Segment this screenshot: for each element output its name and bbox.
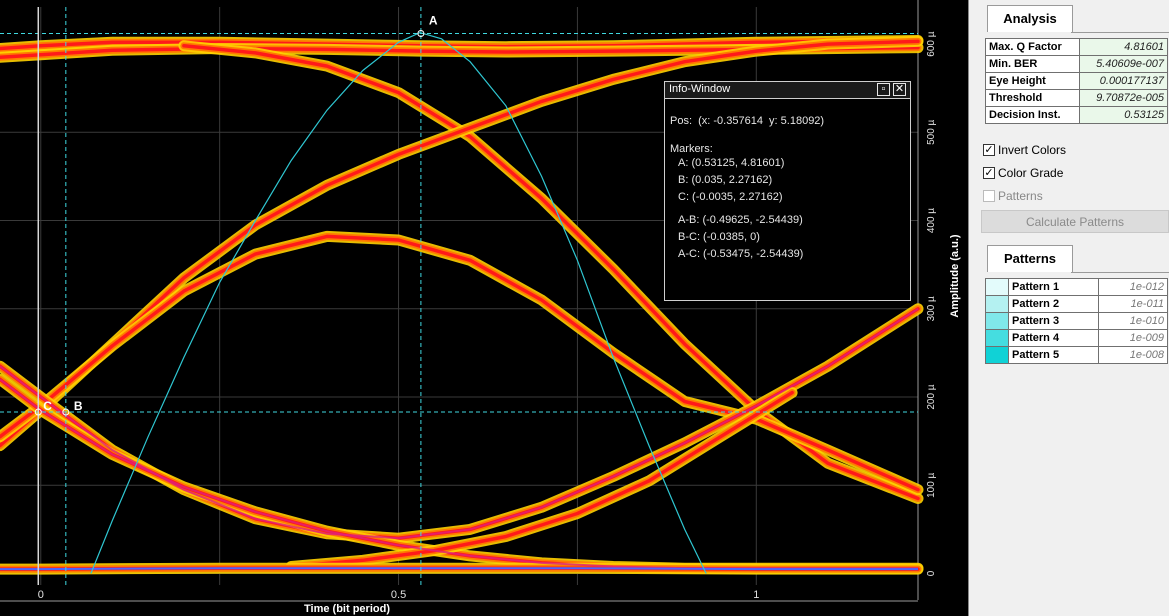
y-tick-label: 0 (926, 570, 937, 576)
info-marker-a: A: (0.53125, 4.81601) (678, 157, 785, 169)
close-icon[interactable]: ✕ (893, 83, 906, 96)
table-row: Pattern 5 1e-008 (985, 346, 1168, 364)
info-marker-b: B: (0.035, 2.27162) (678, 174, 773, 186)
info-window-titlebar[interactable]: Info-Window ▫ ✕ (665, 82, 910, 99)
table-row: Pattern 1 1e-012 (985, 278, 1168, 296)
marker-label-a: A (429, 13, 438, 27)
analysis-label: Threshold (985, 89, 1080, 107)
pattern-swatch (985, 312, 1009, 330)
table-row: Threshold 9.70872e-005 (985, 89, 1169, 107)
eye-trace-2 (0, 45, 920, 60)
eye-trace-mid (0, 375, 922, 572)
calculate-patterns-button[interactable]: Calculate Patterns (981, 210, 1169, 233)
checkbox-icon[interactable]: ✓ (983, 167, 995, 179)
y-tick-label: 400 µ (926, 208, 937, 233)
y-tick-label: 500 µ (926, 119, 937, 144)
analysis-value: 0.53125 (1078, 106, 1169, 124)
table-row: Decision Inst. 0.53125 (985, 106, 1169, 124)
analysis-value: 9.70872e-005 (1078, 89, 1169, 107)
patterns-checkbox-label: Patterns (998, 189, 1043, 203)
marker-label-b: B (74, 399, 83, 413)
eye-trace-outer (0, 373, 924, 574)
x-tick-label: 0 (38, 589, 44, 601)
x-tick-label: 1 (753, 589, 759, 601)
pattern-label: Pattern 5 (1007, 346, 1100, 364)
marker-label-c: C (43, 399, 52, 413)
table-row: Eye Height 0.000177137 (985, 72, 1169, 90)
pattern-value: 1e-008 (1098, 346, 1168, 364)
eye-trace-7 (0, 377, 920, 570)
pattern-swatch (985, 329, 1009, 347)
info-pos: Pos: (x: -0.357614 y: 5.18092) (670, 115, 825, 127)
bathtub-curve (90, 31, 707, 574)
analysis-label: Decision Inst. (985, 106, 1080, 124)
info-delta-bc: B-C: (-0.0385, 0) (678, 231, 760, 243)
marker-point-a (417, 29, 425, 37)
table-row: Pattern 3 1e-010 (985, 312, 1168, 330)
pattern-label: Pattern 1 (1007, 278, 1100, 296)
pattern-label: Pattern 4 (1007, 329, 1100, 347)
analysis-label: Max. Q Factor (985, 38, 1080, 56)
pattern-swatch (985, 278, 1009, 296)
eye-diagram-svg[interactable]: A B C 0 0.5 1 0 100 µ 200 µ 300 µ 400 µ 500 µ 600 µ T… (0, 0, 968, 616)
eye-trace-hot (0, 378, 918, 570)
info-delta-ac: A-C: (-0.53475, -2.54439) (678, 248, 804, 260)
invert-colors-checkbox[interactable]: ✓ Invert Colors (983, 143, 1066, 157)
patterns-table: Pattern 1 1e-012 Pattern 2 1e-011 Pattern … (985, 278, 1168, 364)
pattern-value: 1e-009 (1098, 329, 1168, 347)
patterns-checkbox[interactable]: Patterns (983, 189, 1043, 203)
pattern-swatch (985, 295, 1009, 313)
invert-colors-label: Invert Colors (998, 143, 1067, 157)
pattern-swatch (985, 346, 1009, 364)
y-tick-label: 100 µ (926, 472, 937, 497)
analysis-value: 4.81601 (1078, 38, 1169, 56)
eye-trace-8 (289, 390, 794, 569)
y-tick-label: 200 µ (926, 384, 937, 409)
pattern-value: 1e-011 (1098, 295, 1168, 313)
table-row: Pattern 4 1e-009 (985, 329, 1168, 347)
pattern-label: Pattern 3 (1007, 312, 1100, 330)
analysis-value: 5.40609e-007 (1078, 55, 1169, 73)
info-delta-ab: A-B: (-0.49625, -2.54439) (678, 214, 803, 226)
table-row: Min. BER 5.40609e-007 (985, 55, 1169, 73)
color-grade-checkbox[interactable]: ✓ Color Grade (983, 166, 1063, 180)
checkbox-icon[interactable]: ✓ (983, 144, 995, 156)
info-marker-c: C: (-0.0035, 2.27162) (678, 191, 783, 203)
y-axis-title: Amplitude (a.u.) (949, 234, 961, 317)
x-axis-title: Time (bit period) (304, 603, 390, 615)
y-tick-label: 300 µ (926, 296, 937, 321)
baseline-trace (0, 567, 918, 571)
info-window-title: Info-Window (669, 83, 731, 95)
y-axis-strip (918, 0, 968, 616)
analysis-panel: Analysis Max. Q Factor 4.81601 Min. BER 5.… (968, 0, 1169, 616)
y-tick-label: 600 µ (926, 31, 937, 56)
analysis-table: Max. Q Factor 4.81601 Min. BER 5.40609e-00… (985, 38, 1169, 124)
analysis-label: Min. BER (985, 55, 1080, 73)
marker-point-b (62, 408, 70, 416)
tab-divider (1071, 272, 1169, 273)
pattern-value: 1e-010 (1098, 312, 1168, 330)
analysis-value: 0.000177137 (1078, 72, 1169, 90)
info-markers-heading: Markers: (670, 143, 713, 155)
info-window[interactable]: Info-Window ▫ ✕ Pos: (x: -0.357614 y: 5.… (664, 81, 911, 301)
tab-patterns[interactable]: Patterns (987, 245, 1073, 272)
analysis-label: Eye Height (985, 72, 1080, 90)
x-tick-label: 0.5 (391, 589, 406, 601)
marker-point-c (34, 408, 42, 416)
table-row: Max. Q Factor 4.81601 (985, 38, 1169, 56)
color-grade-label: Color Grade (998, 166, 1064, 180)
pattern-label: Pattern 2 (1007, 295, 1100, 313)
tab-divider (1071, 32, 1169, 33)
tab-analysis[interactable]: Analysis (987, 5, 1073, 32)
checkbox-icon[interactable] (983, 190, 995, 202)
restore-icon[interactable]: ▫ (877, 83, 890, 96)
table-row: Pattern 2 1e-011 (985, 295, 1168, 313)
pattern-value: 1e-012 (1098, 278, 1168, 296)
